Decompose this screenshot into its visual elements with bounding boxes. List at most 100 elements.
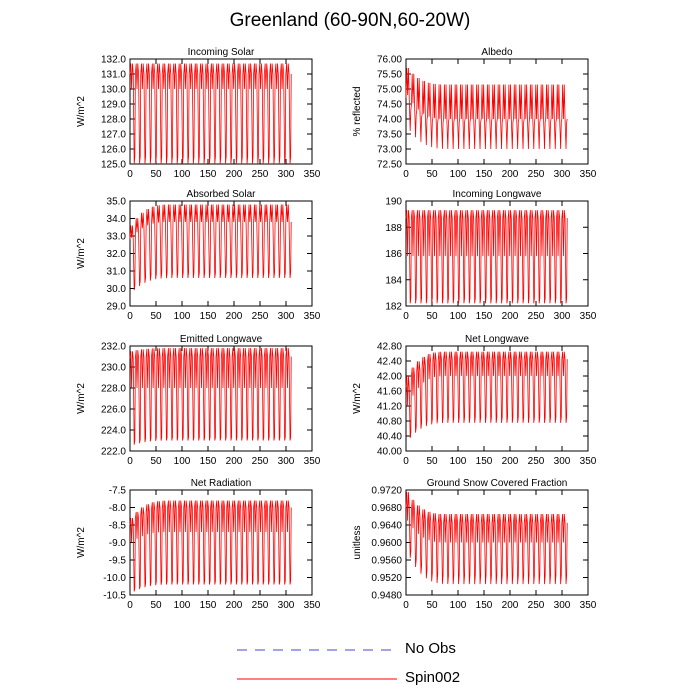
y-tick-label: -8.5 bbox=[109, 521, 127, 532]
y-tick-label: 42.80 bbox=[377, 342, 402, 353]
y-tick-label: -10.0 bbox=[103, 573, 126, 584]
x-tick-label: 150 bbox=[476, 456, 493, 467]
x-tick-label: 0 bbox=[403, 169, 409, 180]
y-tick-label: 72.50 bbox=[377, 160, 402, 171]
y-tick-label: 73.50 bbox=[377, 130, 402, 141]
x-tick-label: 200 bbox=[502, 169, 519, 180]
x-tick-label: 0 bbox=[127, 311, 133, 322]
series-line-spin002 bbox=[129, 204, 292, 291]
panel-title: Net Longwave bbox=[465, 334, 529, 345]
series-line-spin002 bbox=[405, 67, 568, 150]
y-tick-label: 190 bbox=[385, 197, 402, 208]
y-tick-label: 0.9600 bbox=[371, 538, 402, 549]
x-tick-label: 200 bbox=[226, 311, 243, 322]
y-tick-label: 0.9680 bbox=[371, 503, 402, 514]
chart-panel-7: Ground Snow Covered Fraction unitless 0.94… bbox=[352, 478, 597, 611]
series-line-spin002 bbox=[405, 351, 568, 438]
y-tick-label: 186 bbox=[385, 249, 402, 260]
y-tick-label: 226.0 bbox=[101, 405, 126, 416]
x-tick-label: 150 bbox=[200, 456, 217, 467]
x-tick-label: 0 bbox=[403, 600, 409, 611]
y-tick-label: 40.40 bbox=[377, 432, 402, 443]
x-tick-label: 350 bbox=[580, 311, 597, 322]
chart-panel-2: Absorbed Solar W/m^2 29.0 30.0 31.0 32.0 33.0 3… bbox=[76, 189, 321, 322]
x-tick-label: 50 bbox=[150, 456, 162, 467]
x-tick-label: 350 bbox=[580, 456, 597, 467]
x-tick-label: 50 bbox=[426, 311, 438, 322]
x-tick-label: 50 bbox=[426, 169, 438, 180]
x-tick-label: 100 bbox=[450, 600, 467, 611]
y-axis-label: W/m^2 bbox=[76, 383, 87, 414]
figure-title: Greenland (60-90N,60-20W) bbox=[229, 10, 471, 31]
y-tick-label: 40.00 bbox=[377, 447, 402, 458]
x-tick-label: 200 bbox=[226, 169, 243, 180]
x-tick-label: 250 bbox=[528, 456, 545, 467]
y-tick-label: 0.9520 bbox=[371, 573, 402, 584]
x-tick-label: 200 bbox=[502, 600, 519, 611]
x-tick-label: 300 bbox=[554, 169, 571, 180]
chart-panel-1: Albedo % reflected 72.50 73.00 73.50 74.00 74.… bbox=[352, 47, 597, 180]
x-tick-label: 150 bbox=[200, 169, 217, 180]
y-tick-label: 35.0 bbox=[107, 197, 127, 208]
x-tick-label: 250 bbox=[528, 169, 545, 180]
y-axis-label: W/m^2 bbox=[76, 96, 87, 127]
series-line-spin002 bbox=[129, 63, 292, 165]
y-tick-label: -10.5 bbox=[103, 591, 126, 602]
x-tick-label: 150 bbox=[200, 600, 217, 611]
panel-title: Net Radiation bbox=[191, 478, 252, 489]
y-tick-label: 30.0 bbox=[107, 284, 127, 295]
y-tick-label: 31.0 bbox=[107, 267, 127, 278]
x-tick-label: 200 bbox=[226, 600, 243, 611]
y-tick-label: 230.0 bbox=[101, 363, 126, 374]
x-tick-label: 350 bbox=[304, 169, 321, 180]
x-tick-label: 350 bbox=[304, 456, 321, 467]
x-tick-label: 300 bbox=[278, 311, 295, 322]
panel-title: Emitted Longwave bbox=[180, 334, 263, 345]
y-tick-label: 130.0 bbox=[101, 85, 126, 96]
y-tick-label: 222.0 bbox=[101, 447, 126, 458]
plot-frame bbox=[129, 58, 313, 165]
y-tick-label: 128.0 bbox=[101, 115, 126, 126]
y-axis-label: unitless bbox=[352, 526, 363, 560]
y-tick-label: 42.40 bbox=[377, 357, 402, 368]
x-tick-label: 300 bbox=[278, 169, 295, 180]
y-axis-label: % reflected bbox=[352, 86, 363, 136]
x-tick-label: 50 bbox=[150, 169, 162, 180]
y-tick-label: 32.0 bbox=[107, 249, 127, 260]
y-tick-label: -9.0 bbox=[109, 538, 127, 549]
x-tick-label: 350 bbox=[580, 600, 597, 611]
x-tick-label: 200 bbox=[502, 456, 519, 467]
y-tick-label: -9.5 bbox=[109, 556, 127, 567]
y-tick-label: 41.60 bbox=[377, 387, 402, 398]
chart-panel-3: Incoming Longwave 182 184 186 188 190 0 50 100 15… bbox=[385, 189, 596, 322]
plot-frame bbox=[129, 345, 313, 452]
x-tick-label: 200 bbox=[502, 311, 519, 322]
y-tick-label: 184 bbox=[385, 275, 402, 286]
legend-label-no-obs: No Obs bbox=[405, 640, 456, 657]
y-tick-label: 129.0 bbox=[101, 100, 126, 111]
y-tick-label: 74.00 bbox=[377, 115, 402, 126]
y-tick-label: 188 bbox=[385, 223, 402, 234]
y-tick-label: 41.20 bbox=[377, 402, 402, 413]
x-tick-label: 50 bbox=[150, 311, 162, 322]
y-tick-label: 76.00 bbox=[377, 55, 402, 66]
x-tick-label: 100 bbox=[174, 169, 191, 180]
x-tick-label: 50 bbox=[426, 456, 438, 467]
x-tick-label: 50 bbox=[426, 600, 438, 611]
y-axis-label: W/m^2 bbox=[76, 238, 87, 269]
y-tick-label: 0.9480 bbox=[371, 591, 402, 602]
y-tick-label: 182 bbox=[385, 302, 402, 313]
y-tick-label: 224.0 bbox=[101, 426, 126, 437]
x-tick-label: 150 bbox=[476, 600, 493, 611]
x-tick-label: 100 bbox=[174, 600, 191, 611]
x-tick-label: 250 bbox=[252, 456, 269, 467]
x-tick-label: 150 bbox=[476, 311, 493, 322]
x-tick-label: 100 bbox=[450, 456, 467, 467]
x-tick-label: 150 bbox=[476, 169, 493, 180]
y-tick-label: 42.00 bbox=[377, 372, 402, 383]
y-axis-label: W/m^2 bbox=[76, 527, 87, 558]
x-tick-label: 350 bbox=[580, 169, 597, 180]
chart-panel-5: Net Longwave W/m^2 40.00 40.40 40.80 41.20 41.… bbox=[352, 334, 597, 467]
chart-panel-0: Incoming Solar W/m^2 125.0 126.0 127.0 128.0 1… bbox=[76, 47, 321, 180]
y-axis-label: W/m^2 bbox=[352, 383, 363, 414]
